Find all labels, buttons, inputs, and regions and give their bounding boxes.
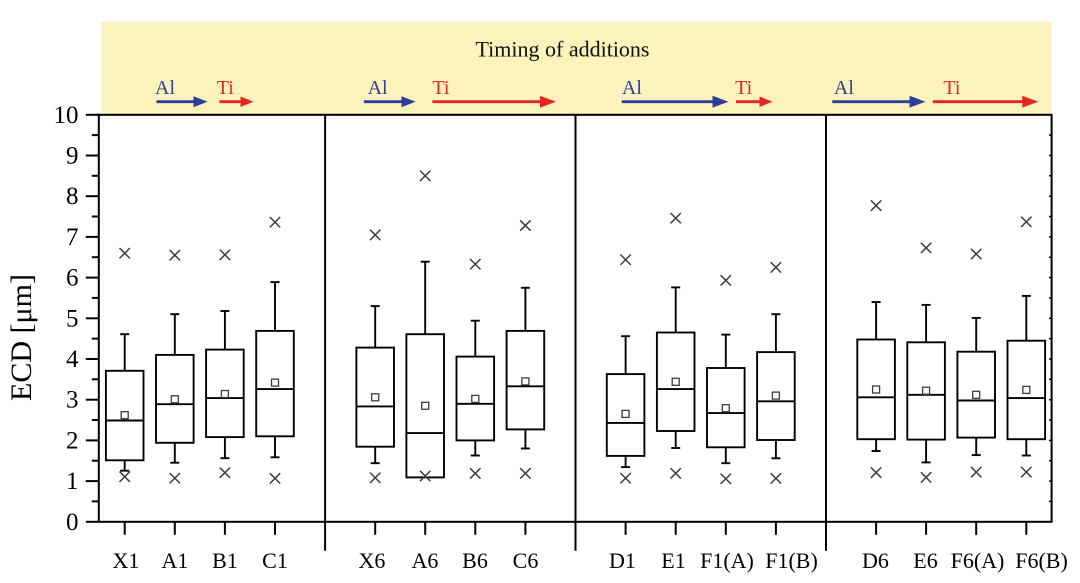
svg-text:0: 0: [66, 509, 79, 536]
svg-text:Al: Al: [834, 77, 854, 99]
svg-text:E6: E6: [913, 548, 937, 573]
svg-text:Timing of additions: Timing of additions: [476, 37, 650, 62]
svg-text:F1(B): F1(B): [765, 548, 818, 573]
svg-text:C6: C6: [513, 548, 539, 573]
svg-text:9: 9: [66, 143, 79, 170]
svg-text:4: 4: [66, 346, 79, 373]
svg-text:8: 8: [66, 183, 79, 210]
svg-text:D1: D1: [609, 548, 636, 573]
svg-text:Al: Al: [368, 77, 388, 99]
svg-text:3: 3: [66, 387, 79, 414]
svg-text:Ti: Ti: [735, 77, 753, 99]
svg-text:X6: X6: [359, 548, 386, 573]
svg-text:B1: B1: [212, 548, 238, 573]
svg-text:C1: C1: [262, 548, 288, 573]
svg-text:Al: Al: [155, 77, 175, 99]
svg-text:5: 5: [66, 305, 79, 332]
svg-text:2: 2: [66, 427, 79, 454]
svg-text:B6: B6: [462, 548, 488, 573]
svg-text:X1: X1: [113, 548, 140, 573]
svg-text:D6: D6: [862, 548, 889, 573]
svg-text:6: 6: [66, 265, 79, 292]
svg-text:A6: A6: [412, 548, 439, 573]
svg-text:7: 7: [66, 224, 79, 251]
svg-text:Al: Al: [622, 77, 642, 99]
svg-text:A1: A1: [162, 548, 189, 573]
svg-text:E1: E1: [661, 548, 685, 573]
svg-text:F6(A): F6(A): [951, 548, 1005, 573]
svg-text:Ti: Ti: [432, 77, 450, 99]
svg-text:Ti: Ti: [217, 77, 235, 99]
svg-text:1: 1: [66, 468, 79, 495]
svg-text:F1(A): F1(A): [700, 548, 754, 573]
svg-text:Ti: Ti: [943, 77, 961, 99]
svg-text:F6(B): F6(B): [1015, 548, 1068, 573]
svg-text:10: 10: [54, 102, 79, 129]
svg-text:ECD [μm]: ECD [μm]: [5, 274, 38, 401]
